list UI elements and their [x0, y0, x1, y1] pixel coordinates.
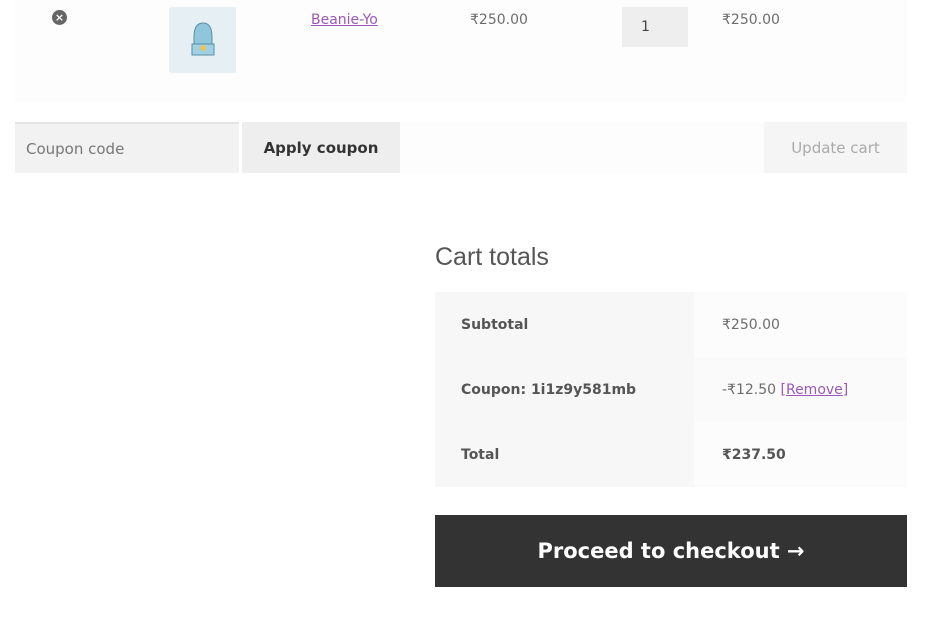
bracket-open: [ [780, 381, 786, 398]
total-label: Total [435, 422, 694, 487]
product-thumbnail[interactable] [169, 7, 236, 73]
subtotal-value: ₹250.00 [694, 292, 907, 357]
apply-coupon-button[interactable]: Apply coupon [242, 122, 400, 173]
actions-row-spacer [400, 122, 764, 173]
cart-item-row [15, 0, 907, 103]
remove-item-icon[interactable]: × [52, 10, 67, 25]
cart-totals-table: Subtotal ₹250.00 Coupon: 1i1z9y581mb -₹12.… [435, 292, 907, 487]
coupon-code-input[interactable] [15, 122, 239, 173]
cart-totals-heading: Cart totals [435, 243, 549, 271]
coupon-row: Coupon: 1i1z9y581mb -₹12.50 [Remove] [435, 357, 907, 422]
arrow-right-icon: → [786, 539, 805, 563]
product-subtotal: ₹250.00 [722, 12, 780, 28]
remove-coupon-label[interactable]: Remove [785, 381, 843, 398]
total-value: ₹237.50 [694, 422, 907, 487]
remove-coupon-link[interactable]: [Remove] [781, 382, 849, 398]
proceed-to-checkout-button[interactable]: Proceed to checkout → [435, 515, 907, 587]
quantity-input[interactable] [622, 7, 688, 47]
checkout-label: Proceed to checkout [537, 539, 780, 563]
coupon-value-cell: -₹12.50 [Remove] [694, 357, 907, 422]
coupon-discount: -₹12.50 [722, 381, 777, 398]
update-cart-button[interactable]: Update cart [764, 122, 907, 173]
beanie-image-icon [191, 22, 215, 56]
product-price: ₹250.00 [470, 12, 528, 28]
total-row: Total ₹237.50 [435, 422, 907, 487]
subtotal-row: Subtotal ₹250.00 [435, 292, 907, 357]
subtotal-label: Subtotal [435, 292, 694, 357]
bracket-close: ] [842, 381, 849, 398]
product-name-link[interactable]: Beanie-Yo [311, 12, 378, 28]
coupon-label: Coupon: 1i1z9y581mb [435, 357, 694, 422]
